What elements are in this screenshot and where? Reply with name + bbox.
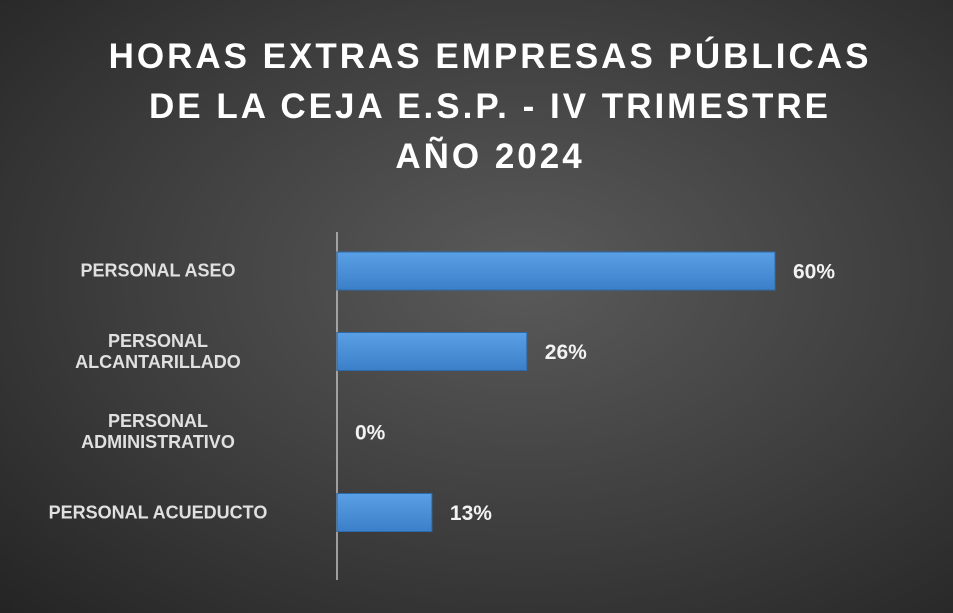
- bar: [336, 332, 528, 371]
- bar: [336, 493, 433, 532]
- value-label: 26%: [545, 341, 587, 364]
- bar: [336, 251, 776, 291]
- category-label: PERSONAL ACUEDUCTO: [48, 502, 268, 522]
- value-label: 0%: [355, 422, 386, 445]
- category-label: PERSONAL ALCANTARILLADO: [75, 330, 241, 372]
- value-label: 60%: [793, 261, 835, 284]
- chart-title: HORAS EXTRAS EMPRESAS PÚBLICAS DE LA CEJ…: [108, 37, 872, 176]
- category-label: PERSONAL ASEO: [80, 260, 236, 281]
- category-label: PERSONAL ADMINISTRATIVO: [81, 411, 235, 452]
- value-label: 13%: [450, 502, 492, 525]
